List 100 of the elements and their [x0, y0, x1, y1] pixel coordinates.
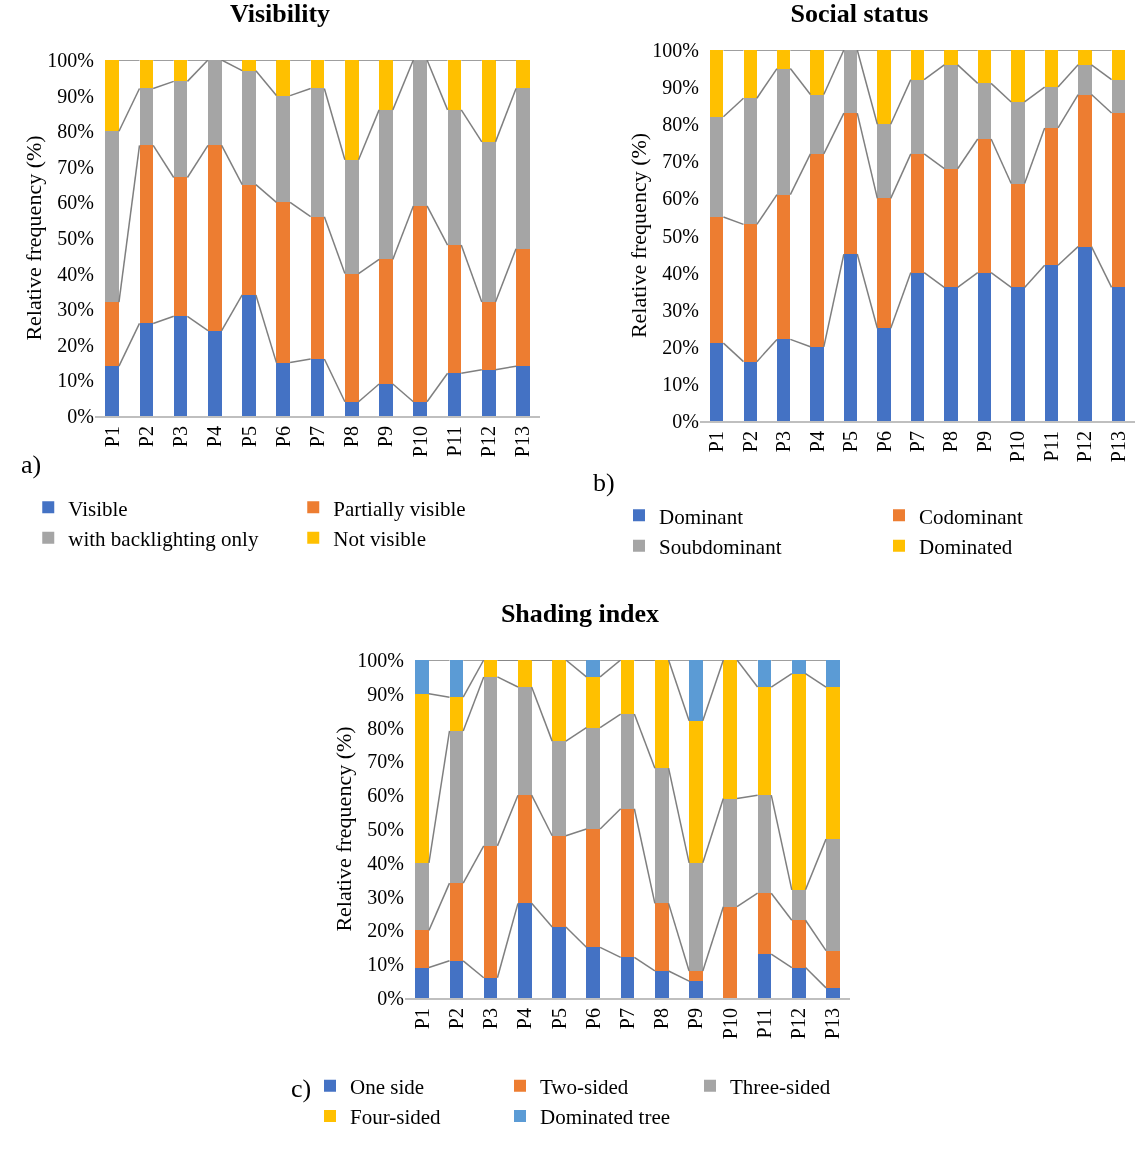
- y-tick-label: 10%: [662, 372, 699, 395]
- bar: [415, 862, 429, 931]
- y-tick-label: 40%: [57, 262, 94, 285]
- bar: [757, 954, 772, 998]
- bar: [415, 660, 429, 694]
- x-tick-label: P7: [906, 431, 928, 453]
- bar: [379, 383, 393, 416]
- bar: [1044, 87, 1059, 128]
- bar: [944, 168, 958, 288]
- bar: [689, 981, 703, 998]
- bar: [586, 676, 601, 728]
- bar: [977, 83, 992, 140]
- bar: [516, 60, 530, 89]
- bar: [877, 50, 891, 125]
- bar: [826, 660, 840, 688]
- x-tick-label: P4: [203, 426, 226, 448]
- bar: [810, 50, 824, 95]
- bar: [1044, 127, 1059, 266]
- x-tick-label: P2: [134, 426, 157, 448]
- y-axis-title: Relative frequency (%): [331, 726, 356, 932]
- x-tick-label: P12: [477, 426, 500, 458]
- legend-label: Dominated tree: [540, 1105, 671, 1130]
- x-tick-label: P6: [271, 426, 294, 448]
- x-tick-label: P6: [581, 1008, 604, 1030]
- bar: [586, 727, 601, 829]
- bar: [654, 903, 669, 971]
- y-tick-label: 40%: [367, 851, 404, 874]
- legend-label: Dominated: [919, 534, 1013, 559]
- legend-label: Visible: [68, 496, 128, 521]
- x-tick-label: P5: [547, 1008, 570, 1030]
- x-tick-label: P3: [479, 1008, 502, 1030]
- bar: [710, 343, 724, 421]
- bar: [413, 401, 428, 416]
- bar: [791, 967, 806, 998]
- y-tick-label: 0%: [377, 987, 404, 1009]
- bar: [242, 60, 256, 71]
- bar: [791, 660, 806, 674]
- bar: [654, 970, 669, 998]
- bar: [207, 60, 222, 146]
- bar: [776, 50, 791, 69]
- bar: [877, 328, 891, 421]
- y-tick-label: 0%: [67, 405, 94, 427]
- legend-label: Dominant: [659, 504, 744, 529]
- y-tick-label: 10%: [57, 369, 94, 392]
- legend-label: Four-sided: [350, 1105, 442, 1130]
- bar: [743, 361, 757, 421]
- bar: [207, 145, 222, 331]
- bar: [139, 88, 154, 146]
- x-tick-label: P7: [306, 426, 328, 448]
- bar: [344, 401, 359, 416]
- text: b): [593, 468, 615, 497]
- bar: [276, 60, 291, 96]
- bar: [552, 741, 566, 836]
- y-tick-label: 80%: [57, 120, 94, 143]
- bar: [620, 957, 635, 998]
- bar: [276, 362, 291, 416]
- legend-label: One side: [350, 1074, 425, 1099]
- bar: [105, 60, 119, 132]
- bar: [310, 216, 325, 360]
- bar: [710, 50, 724, 117]
- bar: [977, 50, 992, 84]
- bar: [481, 141, 496, 303]
- bar: [743, 224, 757, 362]
- y-axis-title: Relative frequency (%): [21, 135, 46, 341]
- bar: [449, 730, 464, 884]
- y-axis-title: Relative frequency (%): [626, 132, 651, 339]
- bar: [276, 202, 291, 363]
- bar: [242, 184, 256, 295]
- bar: [620, 714, 635, 809]
- x-tick-label: P10: [718, 1008, 741, 1040]
- bar: [843, 50, 858, 114]
- x-tick-label: P9: [684, 1008, 707, 1030]
- x-tick-label: P12: [787, 1008, 810, 1040]
- bar: [449, 697, 464, 731]
- bar: [483, 660, 498, 677]
- bar: [843, 113, 858, 255]
- bar: [413, 205, 428, 402]
- chart-title: Shading index: [500, 599, 660, 629]
- bar: [1011, 101, 1025, 184]
- bar: [586, 660, 601, 677]
- bar: [791, 889, 806, 921]
- bar: [810, 153, 824, 347]
- x-tick-label: P3: [169, 426, 192, 448]
- bar: [810, 94, 824, 154]
- x-tick-label: P10: [1006, 431, 1029, 463]
- bar: [447, 373, 462, 416]
- bar: [877, 198, 891, 329]
- bar: [689, 660, 703, 721]
- y-tick-label: 80%: [662, 113, 699, 136]
- bar: [447, 245, 462, 374]
- bar: [413, 60, 428, 206]
- bar: [242, 70, 256, 185]
- y-tick-label: 40%: [662, 261, 699, 284]
- bar: [776, 194, 791, 340]
- y-tick-label: 90%: [662, 76, 699, 99]
- bar: [620, 660, 635, 715]
- x-tick-label: P1: [100, 426, 123, 448]
- x-tick-label: P3: [772, 431, 795, 453]
- x-tick-label: P8: [939, 431, 962, 453]
- y-tick-label: 70%: [662, 150, 699, 173]
